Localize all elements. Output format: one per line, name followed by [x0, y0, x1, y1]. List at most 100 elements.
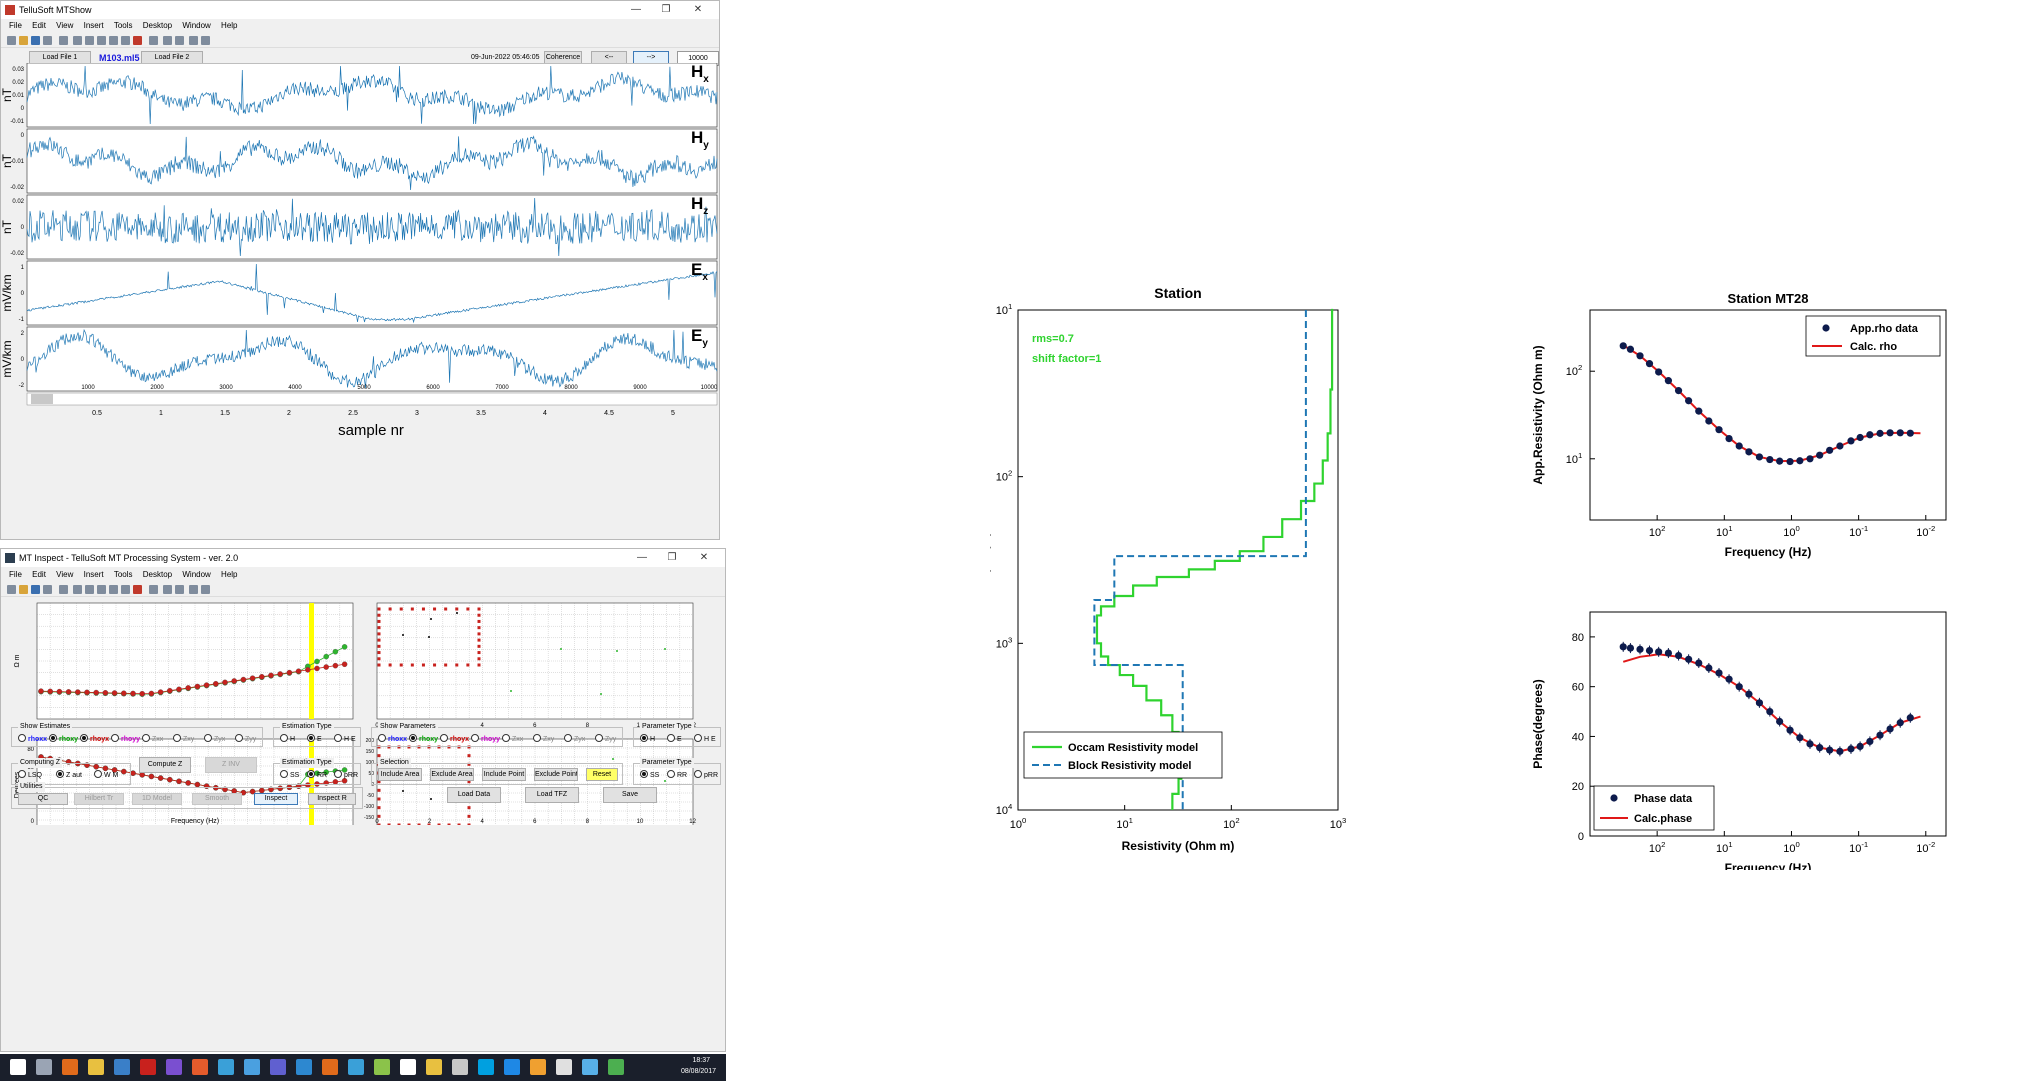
- taskbar-app-icon[interactable]: [62, 1059, 78, 1075]
- taskbar-app-icon[interactable]: [452, 1059, 468, 1075]
- radio-dot[interactable]: [640, 770, 648, 778]
- dock-icon[interactable]: [201, 36, 210, 45]
- minimize-icon[interactable]: —: [637, 552, 647, 563]
- taskbar-app-icon[interactable]: [556, 1059, 572, 1075]
- include-point-button[interactable]: Include Point: [482, 768, 526, 781]
- load-data-button[interactable]: Load Data: [447, 787, 501, 803]
- radio-zxy[interactable]: Zxy: [533, 734, 554, 745]
- dock-icon[interactable]: [201, 585, 210, 594]
- radio-z-aut[interactable]: Z aut: [56, 770, 82, 781]
- radio-prr[interactable]: pRR: [334, 770, 358, 781]
- radio-dot[interactable]: [502, 734, 510, 742]
- hide-tools-icon[interactable]: [189, 585, 198, 594]
- radio-dot[interactable]: [533, 734, 541, 742]
- menu-window[interactable]: Window: [182, 21, 211, 30]
- datacursor-icon[interactable]: [121, 585, 130, 594]
- radio-dot[interactable]: [334, 770, 342, 778]
- radio-dot[interactable]: [280, 734, 288, 742]
- taskbar-app-icon[interactable]: [608, 1059, 624, 1075]
- taskbar-app-icon[interactable]: [166, 1059, 182, 1075]
- radio-lsq[interactable]: LSQ: [18, 770, 42, 781]
- radio-h[interactable]: H: [640, 734, 655, 745]
- radio-dot[interactable]: [409, 734, 417, 742]
- save-icon[interactable]: [31, 36, 40, 45]
- menu-tools[interactable]: Tools: [113, 570, 133, 579]
- selected-frequency-bar[interactable]: [309, 739, 314, 825]
- radio-dot[interactable]: [111, 734, 119, 742]
- radio-h-e[interactable]: H E: [334, 734, 356, 745]
- taskbar-app-icon[interactable]: [374, 1059, 390, 1075]
- radio-dot[interactable]: [595, 734, 603, 742]
- radio-dot[interactable]: [94, 770, 102, 778]
- menu-view[interactable]: View: [56, 570, 74, 579]
- radio-prr[interactable]: pRR: [694, 770, 718, 781]
- colorbar-icon[interactable]: [163, 585, 172, 594]
- taskbar-app-icon[interactable]: [504, 1059, 520, 1075]
- include-area-button[interactable]: Include Area: [378, 768, 422, 781]
- taskbar-app-icon[interactable]: [114, 1059, 130, 1075]
- radio-rr[interactable]: RR: [307, 770, 327, 781]
- taskbar-app-icon[interactable]: [88, 1059, 104, 1075]
- close-icon[interactable]: ✕: [693, 4, 703, 15]
- brush-icon[interactable]: [133, 585, 142, 594]
- taskbar-app-icon[interactable]: [244, 1059, 260, 1075]
- taskbar-app-icon[interactable]: [530, 1059, 546, 1075]
- radio-rhoyx[interactable]: rhoyx: [440, 734, 469, 745]
- maximize-icon[interactable]: ❐: [667, 552, 677, 563]
- radio-rhoyy[interactable]: rhoyy: [111, 734, 140, 745]
- radio-dot[interactable]: [307, 734, 315, 742]
- radio-dot[interactable]: [204, 734, 212, 742]
- new-figure-icon[interactable]: [7, 36, 16, 45]
- menu-help[interactable]: Help: [221, 21, 238, 30]
- radio-dot[interactable]: [307, 770, 315, 778]
- menu-tools[interactable]: Tools: [113, 21, 133, 30]
- radio-dot[interactable]: [694, 770, 702, 778]
- radio-dot[interactable]: [80, 734, 88, 742]
- radio-zyx[interactable]: Zyx: [204, 734, 225, 745]
- minimize-icon[interactable]: —: [631, 4, 641, 15]
- radio-rhoxy[interactable]: rhoxy: [409, 734, 438, 745]
- taskbar-app-icon[interactable]: [218, 1059, 234, 1075]
- taskbar-app-icon[interactable]: [478, 1059, 494, 1075]
- qc-button[interactable]: QC: [18, 793, 68, 805]
- start-icon[interactable]: [10, 1059, 26, 1075]
- taskbar-app-icon[interactable]: [348, 1059, 364, 1075]
- pan-icon[interactable]: [97, 585, 106, 594]
- radio-w-m[interactable]: W M: [94, 770, 118, 781]
- menu-desktop[interactable]: Desktop: [142, 21, 173, 30]
- radio-rhoxy[interactable]: rhoxy: [49, 734, 78, 745]
- colorbar-icon[interactable]: [163, 36, 172, 45]
- radio-dot[interactable]: [18, 734, 26, 742]
- taskbar-app-icon[interactable]: [582, 1059, 598, 1075]
- radio-h-e[interactable]: H E: [694, 734, 716, 745]
- maximize-icon[interactable]: ❐: [661, 4, 671, 15]
- menu-desktop[interactable]: Desktop: [142, 570, 173, 579]
- radio-dot[interactable]: [640, 734, 648, 742]
- radio-zyy[interactable]: Zyy: [595, 734, 616, 745]
- brush-icon[interactable]: [133, 36, 142, 45]
- radio-zxy[interactable]: Zxy: [173, 734, 194, 745]
- link-icon[interactable]: [149, 36, 158, 45]
- menu-window[interactable]: Window: [182, 570, 211, 579]
- radio-e[interactable]: E: [307, 734, 322, 745]
- exclude-area-button[interactable]: Exclude Area: [430, 768, 474, 781]
- menu-help[interactable]: Help: [221, 570, 238, 579]
- pointer-icon[interactable]: [59, 36, 68, 45]
- rotate-icon[interactable]: [109, 36, 118, 45]
- print-icon[interactable]: [43, 36, 52, 45]
- open-icon[interactable]: [19, 585, 28, 594]
- close-icon[interactable]: ✕: [699, 552, 709, 563]
- taskbar-app-icon[interactable]: [322, 1059, 338, 1075]
- link-icon[interactable]: [149, 585, 158, 594]
- radio-rr[interactable]: RR: [667, 770, 687, 781]
- radio-dot[interactable]: [378, 734, 386, 742]
- zoom-in-icon[interactable]: [73, 585, 82, 594]
- zoom-out-icon[interactable]: [85, 585, 94, 594]
- inspect-r-button[interactable]: Inspect R: [308, 793, 356, 805]
- radio-dot[interactable]: [564, 734, 572, 742]
- print-icon[interactable]: [43, 585, 52, 594]
- radio-dot[interactable]: [694, 734, 702, 742]
- menu-file[interactable]: File: [9, 570, 22, 579]
- legend-icon[interactable]: [175, 36, 184, 45]
- radio-dot[interactable]: [440, 734, 448, 742]
